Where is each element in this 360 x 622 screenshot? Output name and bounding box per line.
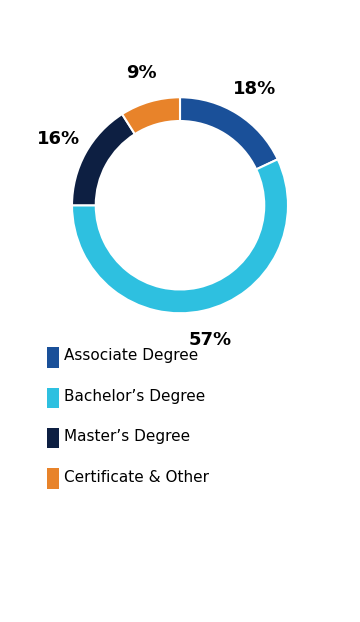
- Text: Certificate & Other: Certificate & Other: [64, 470, 209, 485]
- Text: 57%: 57%: [189, 331, 232, 349]
- Text: Bachelor’s Degree: Bachelor’s Degree: [64, 389, 206, 404]
- Text: 9%: 9%: [126, 63, 157, 81]
- Text: 18%: 18%: [233, 80, 276, 98]
- Wedge shape: [72, 159, 288, 313]
- Wedge shape: [180, 97, 278, 169]
- Text: Associate Degree: Associate Degree: [64, 348, 198, 363]
- Text: 16%: 16%: [37, 129, 80, 147]
- Wedge shape: [122, 97, 180, 134]
- Text: Master’s Degree: Master’s Degree: [64, 429, 190, 444]
- Wedge shape: [72, 114, 135, 205]
